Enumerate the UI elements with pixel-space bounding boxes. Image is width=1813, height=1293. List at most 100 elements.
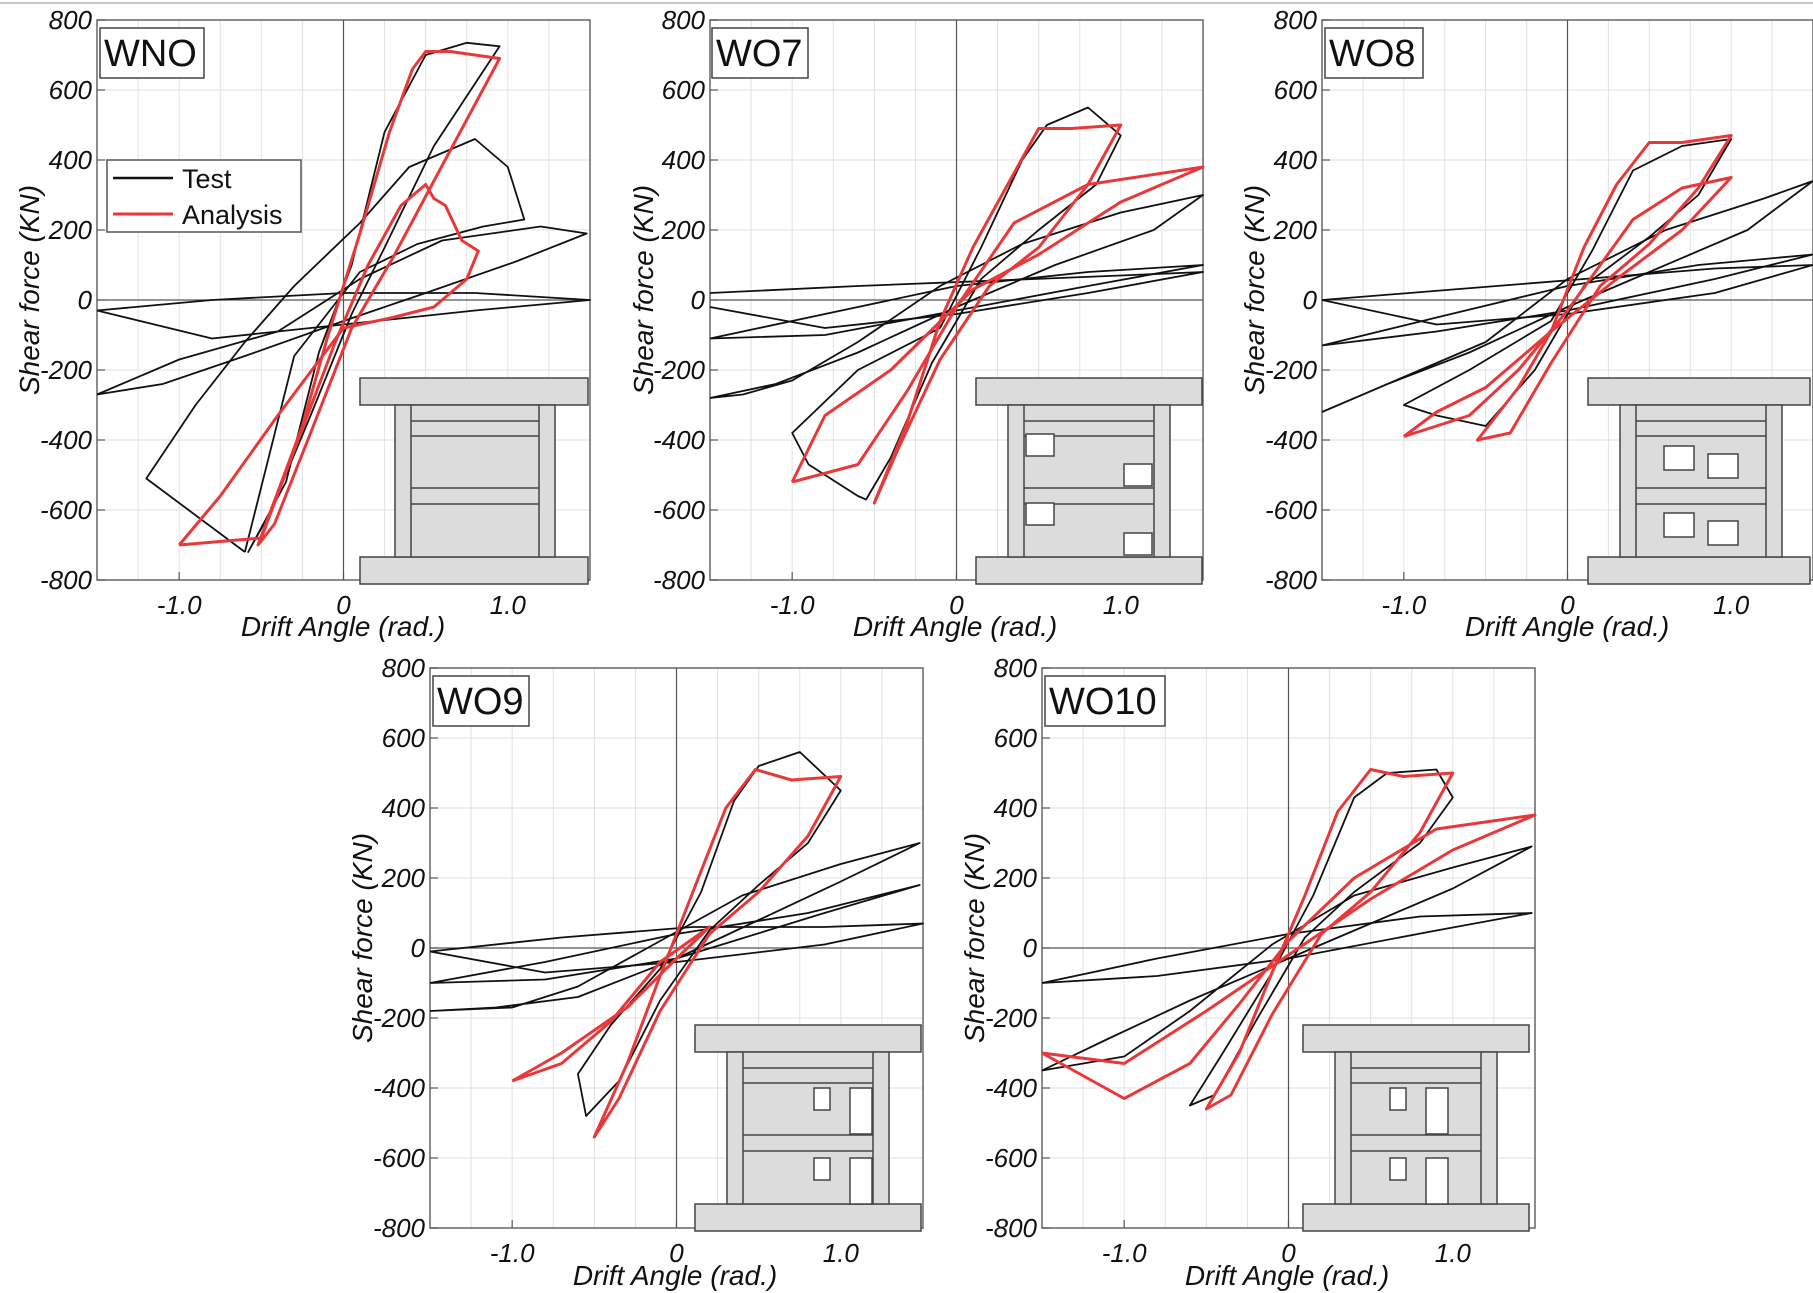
y-axis-title: Shear force (KN) bbox=[14, 185, 45, 395]
x-axis-title: Drift Angle (rad.) bbox=[853, 611, 1057, 642]
svg-text:WO8: WO8 bbox=[1329, 33, 1416, 75]
y-tick-label: -800 bbox=[653, 565, 706, 595]
test-curve bbox=[709, 194, 1204, 399]
y-tick-label: 200 bbox=[48, 215, 93, 245]
x-tick-label: 1.0 bbox=[490, 590, 527, 620]
y-tick-label: 600 bbox=[662, 75, 706, 105]
panel-wo9: 800 600 400 200 0 -200 -400 -600 -800 -1.0 0 1.0 W… bbox=[347, 653, 924, 1291]
analysis-curve bbox=[1476, 134, 1733, 442]
y-tick-label: -600 bbox=[985, 1143, 1038, 1173]
y-tick-label: 800 bbox=[994, 653, 1038, 683]
series-curves bbox=[1321, 134, 1813, 442]
test-curve bbox=[429, 884, 921, 984]
x-tick-labels: -1.0 0 1.0 bbox=[1102, 1238, 1472, 1268]
test-curve bbox=[429, 922, 924, 974]
test-curve bbox=[1189, 768, 1454, 1107]
x-tick-labels: -1.0 0 1.0 bbox=[770, 590, 1140, 620]
y-tick-label: 600 bbox=[382, 723, 426, 753]
test-curve bbox=[96, 225, 588, 396]
y-tick-label: 600 bbox=[49, 75, 93, 105]
specimen-diagram bbox=[1302, 1024, 1530, 1232]
y-tick-label: -400 bbox=[985, 1073, 1038, 1103]
y-tick-labels: 800 600 400 200 0 -200 -400 -600 -800 bbox=[40, 5, 93, 595]
y-tick-labels: 800 600 400 200 0 -200 -400 -600 -800 bbox=[1265, 5, 1318, 595]
x-tick-label: -1.0 bbox=[1102, 1238, 1147, 1268]
y-tick-label: 0 bbox=[78, 285, 93, 315]
y-axis-title: Shear force (KN) bbox=[347, 833, 378, 1043]
y-tick-label: -800 bbox=[40, 565, 93, 595]
y-tick-label: 200 bbox=[661, 215, 706, 245]
x-tick-label: 1.0 bbox=[823, 1238, 860, 1268]
y-tick-labels: 800 600 400 200 0 -200 -400 -600 -800 bbox=[653, 5, 706, 595]
x-tick-label: 0 bbox=[1281, 1238, 1296, 1268]
y-tick-label: -600 bbox=[1265, 495, 1318, 525]
y-tick-label: 400 bbox=[49, 145, 93, 175]
specimen-diagram bbox=[975, 377, 1203, 585]
x-tick-label: -1.0 bbox=[770, 590, 815, 620]
y-axis-title: Shear force (KN) bbox=[628, 185, 659, 395]
y-tick-label: -800 bbox=[373, 1213, 426, 1243]
y-tick-label: -400 bbox=[653, 425, 706, 455]
test-curve bbox=[429, 842, 921, 1012]
x-tick-label: 1.0 bbox=[1713, 590, 1750, 620]
y-tick-label: 400 bbox=[1274, 145, 1318, 175]
y-tick-label: 0 bbox=[1303, 285, 1318, 315]
y-axis-title: Shear force (KN) bbox=[959, 833, 990, 1043]
analysis-curve bbox=[592, 768, 843, 1139]
y-tick-label: 0 bbox=[411, 933, 426, 963]
legend-analysis-label: Analysis bbox=[182, 200, 283, 230]
y-tick-label: -200 bbox=[1265, 355, 1318, 385]
x-tick-labels: -1.0 0 1.0 bbox=[490, 1238, 860, 1268]
series-curves bbox=[709, 106, 1205, 505]
test-curve bbox=[577, 751, 842, 1117]
x-axis-title: Drift Angle (rad.) bbox=[241, 611, 445, 642]
series-curves bbox=[1041, 768, 1537, 1111]
test-curve bbox=[1321, 253, 1813, 347]
y-tick-label: 400 bbox=[994, 793, 1038, 823]
panel-title: WNO bbox=[99, 27, 205, 79]
svg-text:WO7: WO7 bbox=[716, 33, 803, 75]
y-tick-label: -600 bbox=[653, 495, 706, 525]
test-curve bbox=[96, 292, 591, 340]
analysis-curve bbox=[178, 183, 480, 547]
x-tick-label: -1.0 bbox=[490, 1238, 535, 1268]
plot-axes bbox=[1041, 667, 1536, 1229]
svg-text:WO10: WO10 bbox=[1049, 681, 1157, 723]
panel-wo10: 800 600 400 200 0 -200 -400 -600 -800 -1.0 0 1.0 W… bbox=[959, 653, 1537, 1291]
y-tick-label: 800 bbox=[382, 653, 426, 683]
panel-title: WO9 bbox=[432, 675, 530, 727]
panel-title: WO7 bbox=[711, 27, 809, 79]
y-tick-label: 800 bbox=[49, 5, 93, 35]
analysis-curve bbox=[1204, 768, 1455, 1111]
series-curves bbox=[429, 751, 924, 1139]
y-tick-labels: 800 600 400 200 0 -200 -400 -600 -800 bbox=[373, 653, 426, 1243]
analysis-curve bbox=[872, 123, 1123, 505]
legend: Test Analysis bbox=[106, 159, 302, 233]
specimen-diagram bbox=[694, 1024, 922, 1232]
y-tick-label: 400 bbox=[662, 145, 706, 175]
y-tick-label: -200 bbox=[40, 355, 93, 385]
series-curves bbox=[96, 41, 591, 553]
x-tick-label: 0 bbox=[1560, 590, 1575, 620]
test-curve bbox=[1402, 138, 1733, 427]
panel-wo7: 800 600 400 200 0 -200 -400 -600 -800 -1.0 0 1.0 W… bbox=[628, 5, 1205, 642]
svg-text:WNO: WNO bbox=[104, 33, 197, 75]
y-tick-label: -800 bbox=[1265, 565, 1318, 595]
panel-wo8: 800 600 400 200 0 -200 -400 -600 -800 -1.0 0 1.0 W… bbox=[1239, 5, 1813, 642]
y-tick-label: 200 bbox=[1273, 215, 1318, 245]
specimen-diagram bbox=[1587, 377, 1811, 585]
test-curve bbox=[709, 264, 1204, 340]
y-tick-label: 800 bbox=[1274, 5, 1318, 35]
y-axis-title: Shear force (KN) bbox=[1239, 185, 1270, 395]
y-tick-label: 400 bbox=[382, 793, 426, 823]
y-tick-label: 800 bbox=[662, 5, 706, 35]
x-tick-label: 0 bbox=[949, 590, 964, 620]
y-tick-label: 0 bbox=[691, 285, 706, 315]
y-tick-label: -800 bbox=[985, 1213, 1038, 1243]
test-curve bbox=[145, 138, 526, 553]
analysis-curve bbox=[1402, 176, 1733, 438]
test-curve bbox=[1041, 845, 1533, 1072]
y-tick-label: -400 bbox=[1265, 425, 1318, 455]
y-tick-labels: 800 600 400 200 0 -200 -400 -600 -800 bbox=[985, 653, 1038, 1243]
